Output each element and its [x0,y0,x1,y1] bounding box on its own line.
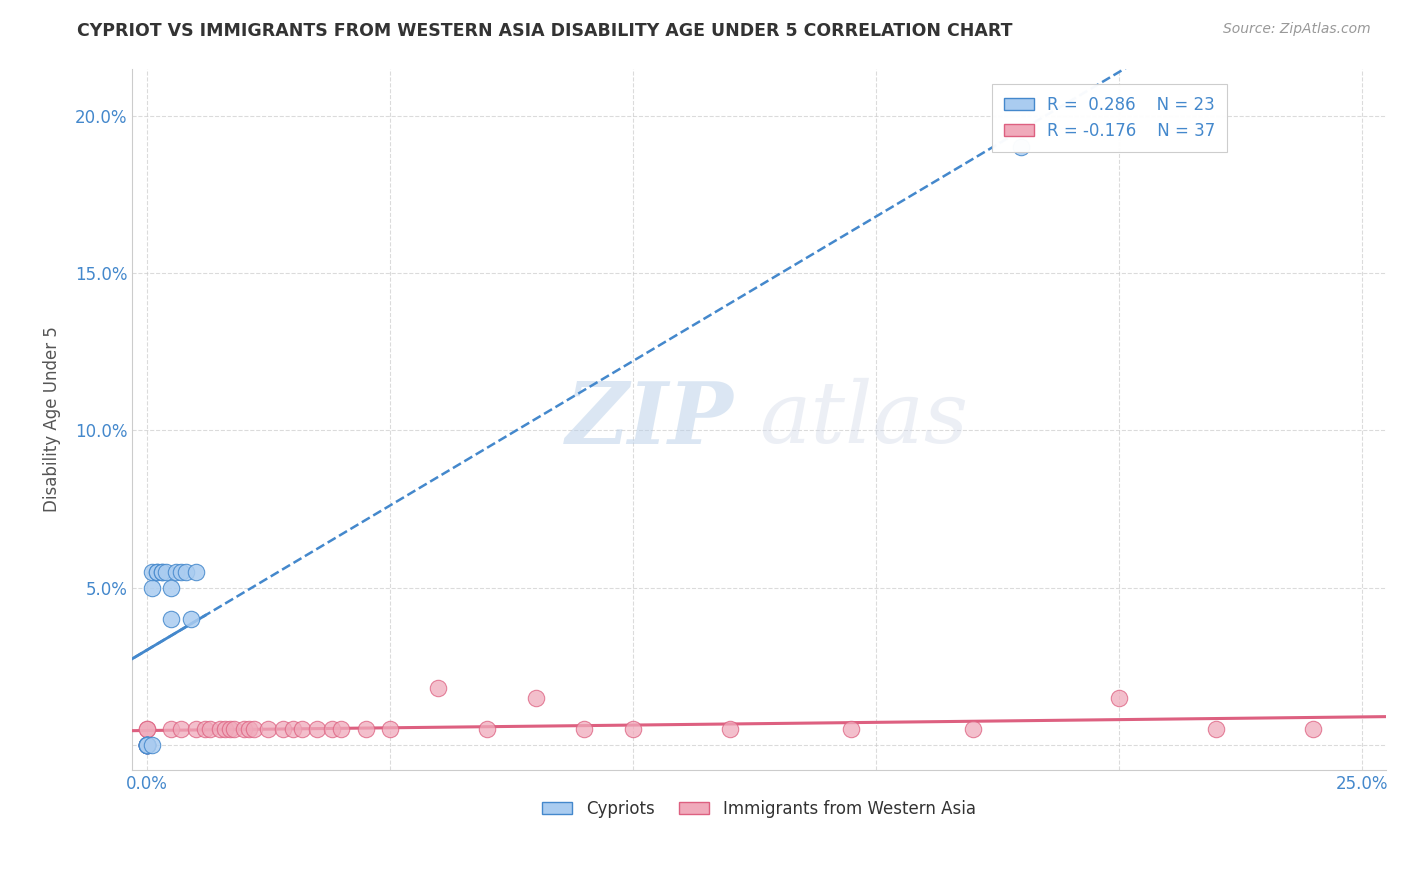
Text: CYPRIOT VS IMMIGRANTS FROM WESTERN ASIA DISABILITY AGE UNDER 5 CORRELATION CHART: CYPRIOT VS IMMIGRANTS FROM WESTERN ASIA … [77,22,1012,40]
Point [150,565,173,579]
Point [354,722,377,736]
Point [165,565,187,579]
Point [184,565,207,579]
Point [214,722,236,736]
Point [208,722,231,736]
Point [718,722,741,736]
Point [198,722,221,736]
Point [271,722,294,736]
Point [141,738,163,752]
Point [574,722,596,736]
Point [1011,140,1033,154]
Point [145,565,167,579]
Point [1302,722,1324,736]
Point [224,722,246,736]
Point [962,722,984,736]
Point [427,681,450,696]
Point [155,565,177,579]
Point [136,738,159,752]
Point [136,738,159,752]
Point [174,565,197,579]
Point [1205,722,1227,736]
Point [136,738,159,752]
Point [160,612,183,626]
Point [321,722,343,736]
Text: Source: ZipAtlas.com: Source: ZipAtlas.com [1223,22,1371,37]
Point [238,722,260,736]
Point [218,722,240,736]
Point [170,565,193,579]
Point [184,722,207,736]
Point [194,722,217,736]
Point [281,722,304,736]
Point [243,722,266,736]
Point [524,690,547,705]
Point [180,612,202,626]
Point [150,565,173,579]
Point [136,738,159,752]
Y-axis label: Disability Age Under 5: Disability Age Under 5 [44,326,60,512]
Point [160,722,183,736]
Point [1108,690,1130,705]
Point [257,722,280,736]
Point [621,722,644,736]
Point [305,722,328,736]
Point [378,722,401,736]
Text: atlas: atlas [759,378,969,460]
Point [136,722,159,736]
Point [136,738,159,752]
Legend: Cypriots, Immigrants from Western Asia: Cypriots, Immigrants from Western Asia [536,794,983,825]
Point [141,565,163,579]
Point [136,738,159,752]
Point [330,722,353,736]
Point [170,722,193,736]
Point [233,722,256,736]
Point [136,722,159,736]
Point [136,738,159,752]
Point [841,722,863,736]
Point [475,722,498,736]
Point [141,581,163,595]
Point [145,565,167,579]
Point [136,738,159,752]
Point [160,581,183,595]
Text: ZIP: ZIP [567,377,734,461]
Point [136,738,159,752]
Point [136,738,159,752]
Point [291,722,314,736]
